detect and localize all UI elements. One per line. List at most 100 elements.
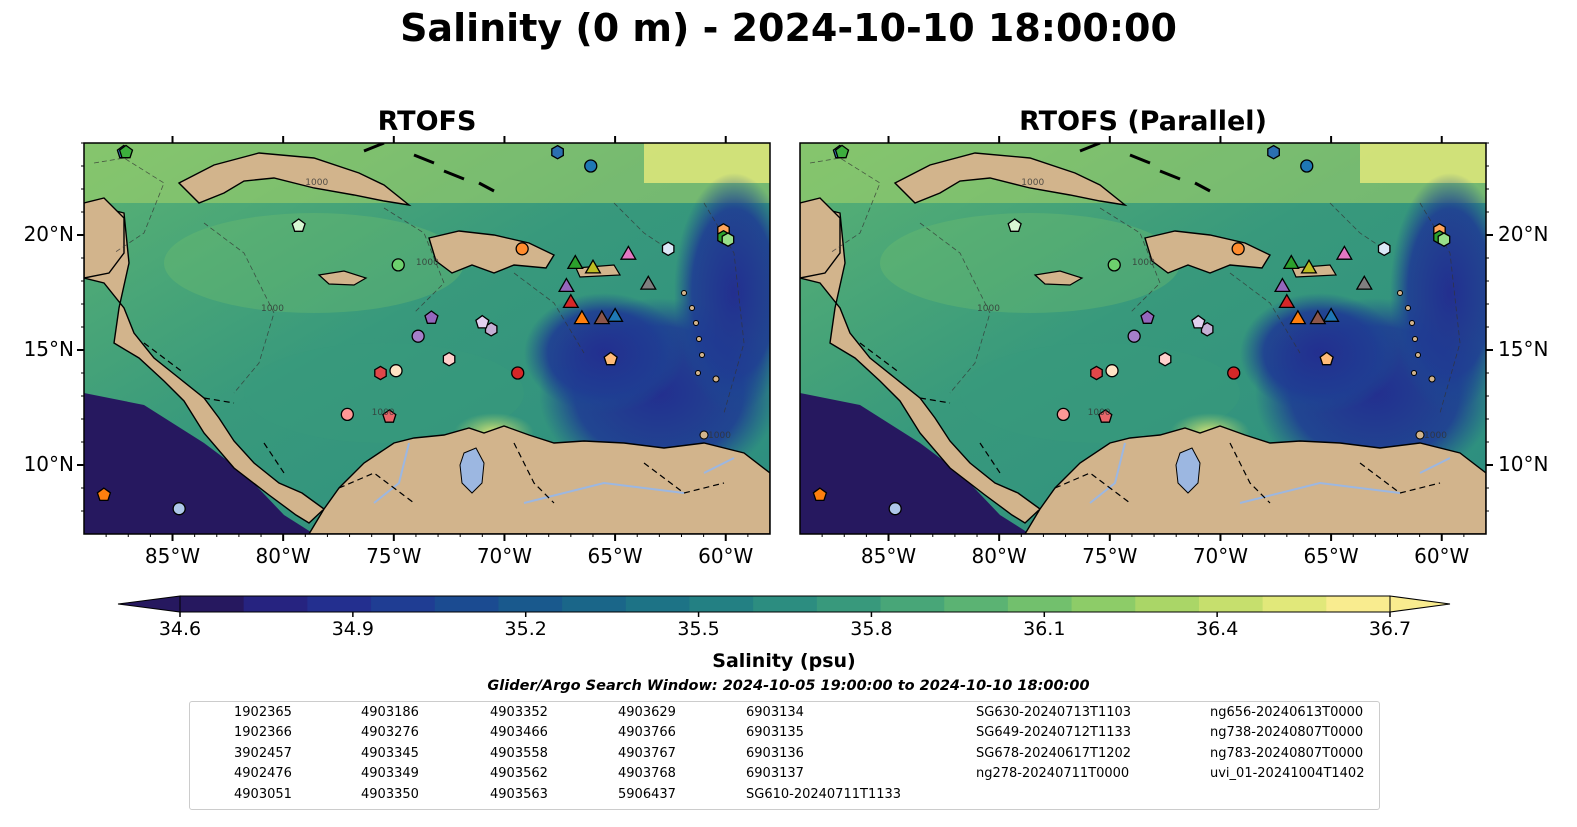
legend-label-4902476: 4902476 [234, 766, 292, 781]
argo-float-1902365 [1300, 159, 1314, 173]
contour-label: 1000 [371, 407, 395, 418]
legend-label-ng278-20240711T0000: ng278-20240711T0000 [976, 766, 1130, 781]
argo-float-4903349 [603, 351, 618, 366]
colorbar-segment [689, 596, 754, 612]
argo-float-4903767 [382, 409, 397, 423]
glider-SG678-20240617T1202 [562, 293, 580, 309]
argo-float-6903134 [424, 310, 439, 324]
argo-float-4903051 [661, 241, 675, 257]
legend-label-ng738-20240807T0000: ng738-20240807T0000 [1210, 725, 1364, 740]
legend-label-3902457: 3902457 [234, 746, 292, 761]
legend-label-6903135: 6903135 [746, 725, 804, 740]
legend-label-4903350: 4903350 [361, 787, 419, 802]
colorbar-segment [1198, 596, 1264, 612]
float-markers [812, 144, 1451, 516]
contour-label: 1000 [415, 258, 439, 268]
legend-label-4903558: 4903558 [490, 746, 548, 761]
colorbar-segment [1007, 596, 1073, 612]
contour-label: 1000 [1131, 258, 1155, 268]
glider-ng278-20240711T0000 [1273, 277, 1291, 293]
glider-ng278-20240711T0000 [557, 277, 575, 293]
legend-label-4903767: 4903767 [618, 746, 676, 761]
colorbar-segment [371, 596, 436, 612]
glider-SG649-20240712T1133 [1282, 254, 1300, 270]
colorbar-segment [180, 596, 245, 612]
colorbar-segment [307, 596, 372, 612]
argo-float-4903562 [721, 232, 735, 247]
axis-ticks [77, 136, 749, 541]
legend-label-4903186: 4903186 [361, 705, 419, 720]
argo-float-4902476 [172, 502, 186, 516]
glider-ng783-20240807T0000 [1355, 275, 1373, 290]
argo-float-4903629 [1227, 366, 1241, 380]
legend-box [189, 701, 1380, 810]
colorbar-tick-label: 35.2 [504, 618, 547, 640]
contour-label: 1000 [1087, 407, 1111, 418]
colorbar-segment [562, 596, 627, 612]
x-tick-label: 60°W [698, 544, 754, 568]
x-tick-label: 70°W [1192, 544, 1249, 568]
contour-label: 1000 [1424, 430, 1447, 441]
legend-label-uvi_01-20241004T1402: uvi_01-20241004T1402 [1210, 766, 1365, 781]
legend-label-1902365: 1902365 [234, 705, 292, 720]
colorbar-tick-label: 34.6 [158, 618, 202, 640]
glider-ng738-20240807T0000 [1335, 245, 1353, 260]
map-panel-rtofs-parallel [799, 136, 1493, 541]
colorbar-tick-label: 35.5 [677, 618, 720, 640]
argo-float-4903276 [515, 242, 529, 256]
colorbar-segment [1326, 596, 1391, 612]
legend-label-4903563: 4903563 [490, 787, 548, 802]
legend-label-1902366: 1902366 [234, 725, 292, 740]
x-tick-label: 75°W [366, 544, 422, 568]
legend-label-6903134: 6903134 [746, 705, 804, 720]
legend-label-SG678-20240617T1202: SG678-20240617T1202 [976, 746, 1132, 761]
float-markers [96, 144, 735, 516]
argo-float-1902366 [551, 144, 564, 160]
legend-label-4903466: 4903466 [490, 725, 548, 740]
figure-title: Salinity (0 m) - 2024-10-10 18:00:00 [400, 6, 1177, 50]
legend-label-4903562: 4903562 [490, 766, 548, 781]
legend-label-4903349: 4903349 [361, 766, 419, 781]
legend-label-4903629: 4903629 [618, 705, 676, 720]
legend-label-ng656-20240613T0000: ng656-20240613T0000 [1210, 705, 1364, 720]
argo-float-4903563 [1007, 218, 1022, 232]
x-tick-label: 65°W [1303, 544, 1359, 568]
argo-float-6903137 [475, 314, 490, 329]
x-tick-label: 85°W [860, 544, 917, 568]
map-panel-rtofs [77, 136, 771, 541]
argo-float-4903768 [340, 407, 354, 422]
legend-label-4903345: 4903345 [361, 746, 419, 761]
x-tick-label: 80°W [255, 544, 311, 568]
colorbar-segment [498, 596, 563, 612]
argo-float-4903350 [1105, 364, 1119, 378]
argo-float-4903186 [812, 487, 828, 502]
colorbar-segment [1262, 596, 1327, 612]
argo-float-4903349 [1319, 351, 1334, 366]
argo-float-4903558 [391, 258, 405, 272]
argo-float-6903135 [411, 329, 425, 343]
contour-label: 1000 [261, 304, 284, 314]
colorbar-segment [753, 596, 818, 612]
glider-SG649-20240712T1133 [566, 254, 584, 270]
x-tick-label: 65°W [587, 544, 643, 568]
x-tick-label: 75°W [1082, 544, 1138, 568]
colorbar-segment [880, 596, 945, 612]
panel-title-rtofs: RTOFS [377, 106, 477, 137]
y-tick-label: 20°N [23, 222, 74, 246]
legend-label-SG649-20240712T1133: SG649-20240712T1133 [976, 725, 1132, 740]
legend-label-4903352: 4903352 [490, 705, 548, 720]
contour-label: 1000 [977, 304, 1000, 314]
argo-float-4903276 [1231, 242, 1245, 256]
colorbar-segment [243, 596, 308, 612]
colorbar-segment [816, 596, 882, 612]
legend-label-SG630-20240713T1103: SG630-20240713T1103 [976, 705, 1132, 720]
glider-ng783-20240807T0000 [639, 275, 657, 290]
legend-label-5906437: 5906437 [618, 787, 676, 802]
colorbar-extend-max [1389, 595, 1451, 613]
argo-float-4903629 [511, 366, 525, 380]
colorbar-tick-label: 34.9 [331, 618, 374, 640]
argo-float-4903562 [1437, 232, 1451, 247]
colorbar-extend-min [117, 595, 181, 613]
argo-float-4903767 [1098, 409, 1113, 423]
argo-float-4903186 [96, 487, 112, 502]
